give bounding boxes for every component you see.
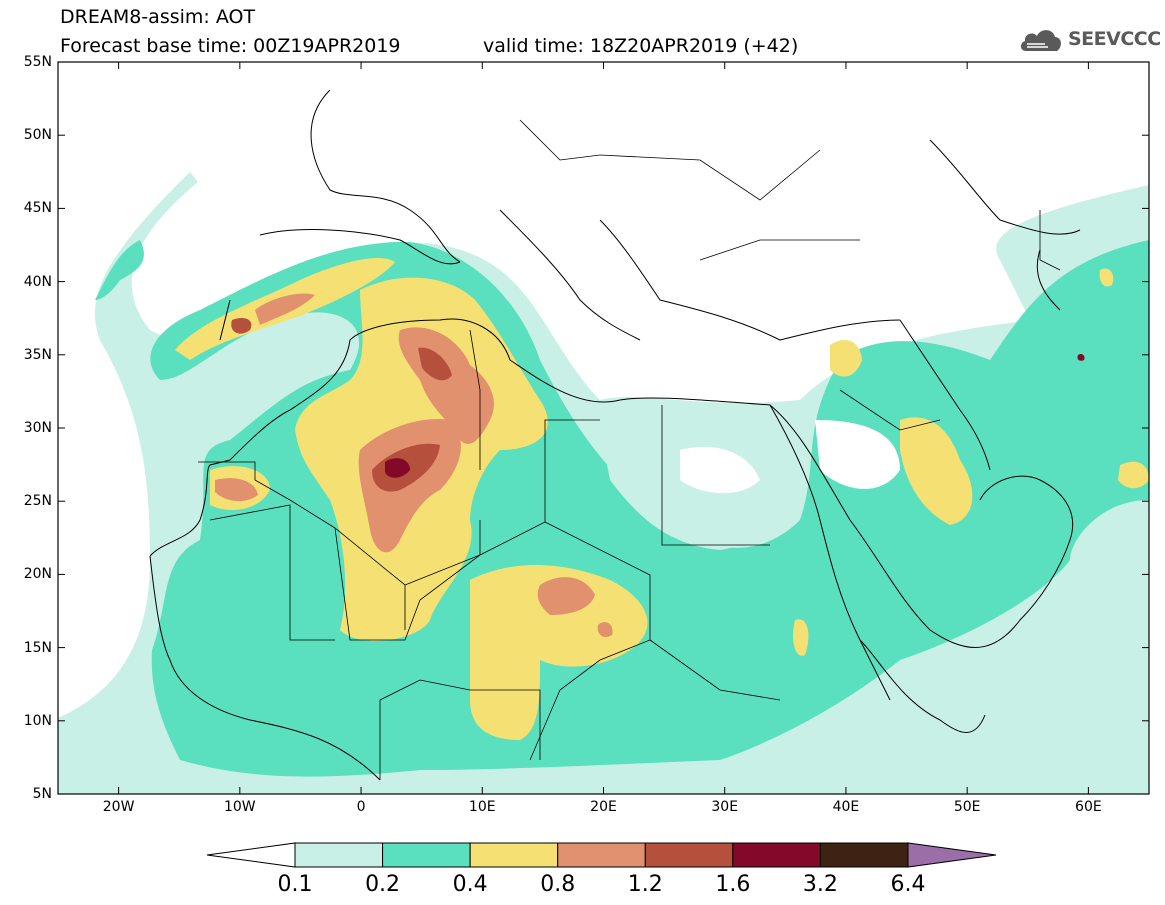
- lon-label: 10E: [468, 799, 496, 815]
- colorbar-label: 3.2: [802, 872, 838, 897]
- colorbar-box: [469, 842, 559, 868]
- lat-label: 55N: [23, 54, 52, 70]
- colorbar-arrow-high: [907, 842, 997, 868]
- colorbar-label: 1.6: [715, 872, 751, 897]
- colorbar-label: 0.2: [365, 872, 401, 897]
- map-title: DREAM8-assim: AOT: [60, 6, 256, 28]
- base-time-text: Forecast base time: 00Z19APR2019: [60, 35, 401, 57]
- axis-ticks: [58, 61, 1149, 795]
- lat-label: 40N: [23, 273, 52, 290]
- lat-label: 20N: [23, 566, 52, 583]
- lon-label: 20W: [102, 799, 135, 815]
- lat-label: 10N: [23, 712, 52, 729]
- lat-label: 35N: [23, 346, 52, 363]
- coastlines-and-borders: [149, 89, 1081, 781]
- lon-label: 30E: [711, 799, 739, 815]
- lat-label: 45N: [23, 200, 52, 217]
- cloud-icon: [1020, 30, 1061, 51]
- lon-label: 0: [356, 799, 366, 815]
- colorbar-box: [557, 842, 646, 868]
- colorbar-arrow-low: [206, 842, 296, 868]
- colorbar-box: [732, 842, 821, 868]
- lat-label: 15N: [23, 639, 52, 656]
- colorbar-label: 6.4: [890, 872, 926, 897]
- colorbar-box: [644, 842, 734, 868]
- logo-text: SEEVCCC: [1068, 28, 1161, 50]
- aot-contour-fields: [58, 172, 1149, 794]
- valid-time-text: valid time: 18Z20APR2019 (+42): [483, 35, 799, 57]
- aot-colorbar: [206, 842, 997, 868]
- seevccc-logo: SEEVCCC: [1018, 25, 1161, 53]
- colorbar-box: [382, 842, 471, 868]
- lon-label: 50E: [953, 799, 981, 815]
- lat-label: 5N: [32, 786, 52, 802]
- lon-label: 10W: [223, 799, 256, 815]
- lon-label: 20E: [590, 799, 617, 815]
- political-borders: [198, 119, 1061, 780]
- aot-band-1.6: [385, 353, 1085, 478]
- lon-label: 60E: [1075, 799, 1102, 815]
- lon-label: 40E: [832, 799, 860, 815]
- lat-label: 25N: [23, 493, 52, 510]
- colorbar-label: 0.8: [540, 872, 576, 897]
- aot-clear-arabia: [680, 420, 900, 494]
- colorbar-box: [294, 842, 384, 868]
- colorbar-box: [819, 842, 909, 868]
- lat-label: 30N: [23, 420, 52, 436]
- lat-label: 50N: [23, 127, 52, 144]
- colorbar-label: 0.1: [277, 872, 313, 897]
- colorbar-label: 0.4: [452, 872, 488, 897]
- colorbar-label: 1.2: [627, 872, 663, 897]
- forecast-base-time: Forecast base time: 00Z19APR2019 valid ti…: [60, 35, 798, 57]
